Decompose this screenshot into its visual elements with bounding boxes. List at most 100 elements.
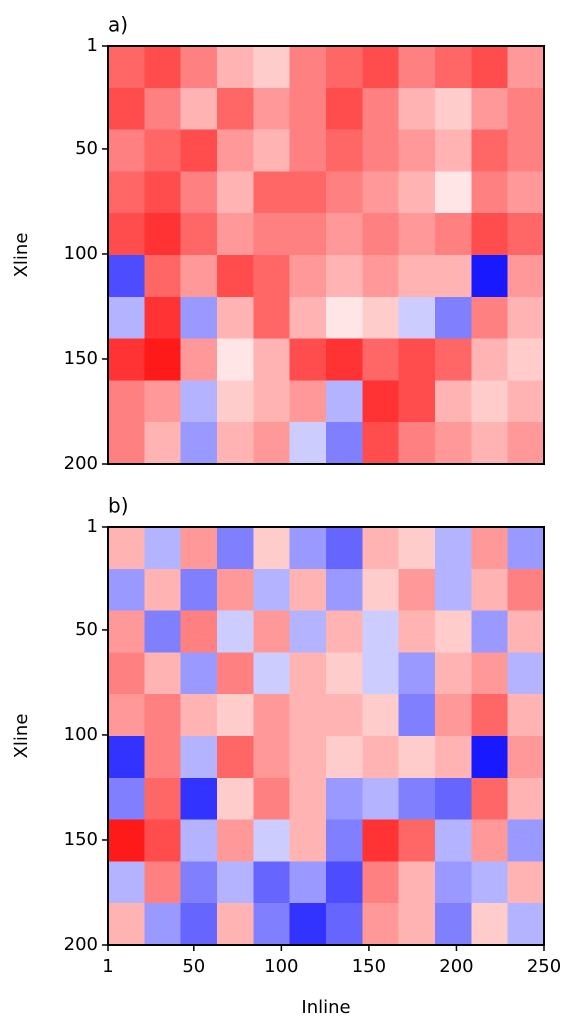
heatmap-cell	[217, 213, 254, 256]
heatmap-cell	[471, 338, 509, 381]
y-tick-label: 1	[87, 35, 98, 56]
heatmap-cell	[435, 819, 472, 862]
heatmap-cell	[435, 736, 472, 779]
heatmap-cell	[507, 338, 545, 381]
heatmap-cell	[435, 777, 472, 821]
heatmap-cell	[471, 610, 509, 653]
heatmap-cell	[326, 338, 363, 381]
heatmap-cell	[362, 568, 400, 612]
heatmap-cell	[144, 903, 182, 946]
heatmap-cell	[507, 819, 545, 862]
heatmap-cell	[398, 422, 436, 465]
heatmap-cell	[180, 213, 218, 256]
heatmap-cell	[144, 819, 182, 862]
heatmap-cell	[398, 255, 436, 298]
y-axis-label: Xline	[11, 233, 32, 278]
heatmap-cell	[253, 694, 291, 737]
heatmap-cell	[144, 87, 182, 131]
heatmap-cell	[253, 861, 291, 904]
heatmap-cell	[362, 422, 400, 465]
heatmap-cell	[108, 652, 145, 695]
heatmap-cell	[362, 296, 400, 340]
heatmap-cell	[253, 610, 291, 653]
heatmap-cell	[507, 861, 545, 904]
heatmap-cell	[289, 694, 327, 737]
heatmap-cell	[253, 903, 291, 946]
heatmap-cell	[471, 129, 509, 172]
heatmap-cell	[108, 380, 145, 423]
heatmap-cell	[144, 777, 182, 821]
heatmap-cell	[398, 568, 436, 612]
heatmap-cell	[435, 46, 472, 89]
heatmap-cell	[217, 903, 254, 946]
heatmap-cell	[435, 255, 472, 298]
heatmap-cell	[326, 296, 363, 340]
heatmap-cell	[326, 213, 363, 256]
heatmap-cell	[253, 422, 291, 465]
heatmap-cell	[398, 213, 436, 256]
heatmap-cell	[180, 527, 218, 570]
heatmap-cell	[435, 87, 472, 131]
heatmap-cell	[326, 736, 363, 779]
heatmap-cell	[471, 213, 509, 256]
heatmap-cell	[507, 46, 545, 89]
heatmap-cell	[144, 652, 182, 695]
heatmap-cell	[507, 171, 545, 214]
heatmap-cell	[326, 255, 363, 298]
heatmap-cell	[253, 129, 291, 172]
heatmap-cell	[144, 736, 182, 779]
heatmap-cell	[217, 87, 254, 131]
heatmap-cell	[507, 568, 545, 612]
heatmap-cell	[362, 610, 400, 653]
heatmap-cell	[471, 903, 509, 946]
y-tick-label: 50	[75, 619, 98, 640]
heatmap-cell	[289, 255, 327, 298]
heatmap-cell	[217, 46, 254, 89]
heatmap-cell	[253, 171, 291, 214]
heatmap-cell	[435, 610, 472, 653]
heatmap-cell	[398, 46, 436, 89]
heatmap-cell	[180, 694, 218, 737]
heatmap-cell	[326, 652, 363, 695]
heatmap-cell	[180, 819, 218, 862]
heatmap-cell	[180, 380, 218, 423]
heatmap-cell	[180, 903, 218, 946]
heatmap-cell	[326, 380, 363, 423]
heatmap-cell	[180, 87, 218, 131]
heatmap-cell	[507, 422, 545, 465]
heatmap-cell	[507, 610, 545, 653]
heatmap-cell	[362, 380, 400, 423]
y-tick-label: 1	[87, 516, 98, 537]
heatmap-cell	[507, 213, 545, 256]
heatmap-cell	[108, 610, 145, 653]
heatmap-cell	[398, 777, 436, 821]
heatmap-cell	[108, 819, 145, 862]
heatmap-cell	[253, 736, 291, 779]
heatmap-cell	[471, 296, 509, 340]
heatmap-cell	[144, 527, 182, 570]
heatmap-cell	[289, 736, 327, 779]
heatmap-cell	[362, 46, 400, 89]
heatmap-cell	[108, 694, 145, 737]
heatmap-cell	[217, 129, 254, 172]
heatmap-cell	[108, 338, 145, 381]
heatmap-cell	[398, 527, 436, 570]
heatmap-cell	[362, 736, 400, 779]
heatmap-cell	[362, 338, 400, 381]
heatmap-cell	[362, 903, 400, 946]
heatmap-cell	[362, 861, 400, 904]
heatmap-cell	[108, 527, 145, 570]
heatmap-cell	[217, 736, 254, 779]
heatmap-cell	[326, 610, 363, 653]
heatmap-cell	[180, 422, 218, 465]
heatmap-cell	[253, 296, 291, 340]
heatmap-cell	[289, 903, 327, 946]
panel-title: b)	[108, 494, 129, 518]
heatmap-cell	[507, 694, 545, 737]
heatmap-cell	[362, 527, 400, 570]
heatmap-cell	[507, 777, 545, 821]
heatmap-cell	[108, 129, 145, 172]
heatmap-cell	[253, 777, 291, 821]
heatmap-cell	[326, 819, 363, 862]
